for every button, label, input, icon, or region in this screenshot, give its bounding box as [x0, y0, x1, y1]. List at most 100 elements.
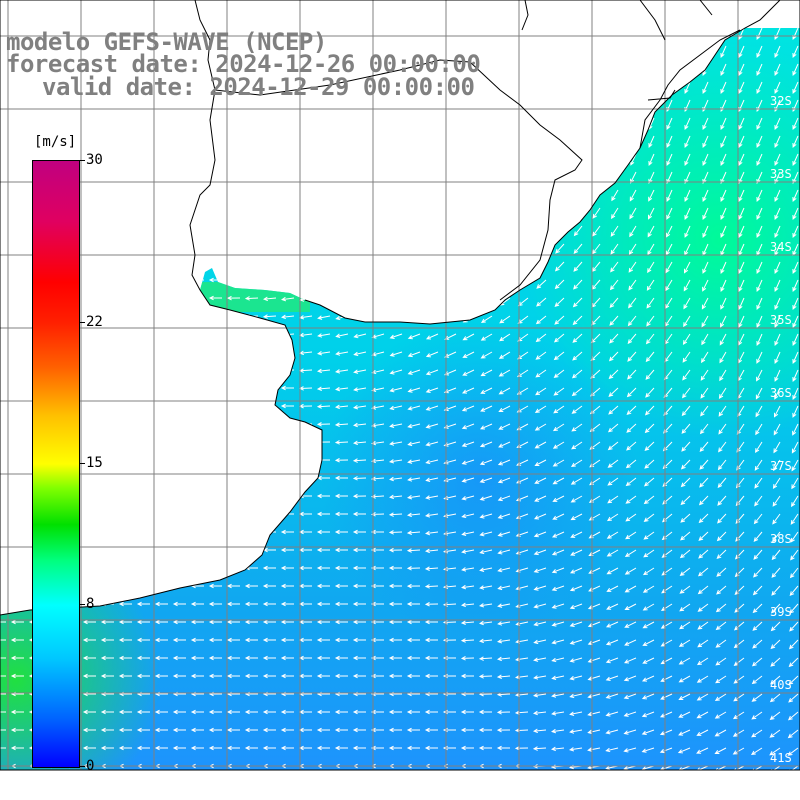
wind-arrow: [518, 261, 529, 271]
wind-arrow: [371, 440, 385, 446]
wind-arrow: [481, 261, 493, 270]
wind-arrow: [630, 153, 637, 166]
wind-arrow: [624, 639, 637, 646]
wind-arrow: [317, 189, 331, 196]
wind-arrow: [266, 10, 277, 16]
wind-arrow: [136, 745, 150, 751]
wind-arrow: [646, 315, 655, 327]
wind-arrow: [496, 727, 511, 733]
wind-arrow: [118, 223, 132, 229]
wind-arrow: [154, 493, 168, 499]
wind-arrow: [0, 709, 6, 715]
wind-arrow: [460, 745, 474, 751]
wind-arrow: [592, 207, 601, 219]
wind-arrow: [118, 403, 132, 409]
wind-arrow: [190, 367, 204, 373]
wind-arrow: [302, 10, 312, 17]
colorbar-tick: [79, 604, 85, 606]
wind-arrow: [594, 45, 601, 59]
wind-arrow: [280, 619, 294, 625]
wind-arrow: [336, 153, 349, 160]
wind-arrow: [519, 171, 529, 182]
wind-arrow: [571, 387, 583, 397]
wind-arrow: [443, 387, 457, 394]
wind-arrow: [172, 547, 186, 553]
wind-arrow: [461, 567, 475, 572]
wind-arrow: [623, 711, 637, 717]
wind-arrow: [334, 655, 348, 661]
wind-arrow: [388, 512, 403, 517]
wind-arrow: [82, 655, 96, 661]
wind-arrow: [497, 656, 511, 662]
wind-arrow: [408, 297, 421, 304]
wind-arrow: [496, 674, 511, 679]
wind-arrow: [412, 10, 420, 19]
wind-arrow: [0, 493, 6, 499]
wind-arrow: [262, 403, 276, 409]
wind-arrow: [406, 673, 420, 679]
wind-arrow: [774, 225, 781, 239]
wind-arrow: [118, 205, 132, 211]
wind-arrow: [642, 621, 655, 629]
wind-arrow: [792, 369, 799, 383]
wind-arrow: [626, 423, 637, 433]
wind-arrow: [627, 315, 637, 327]
wind-arrow: [154, 169, 169, 175]
wind-arrow: [697, 603, 709, 612]
wind-arrow: [172, 565, 186, 571]
wind-arrow: [698, 513, 709, 524]
wind-arrow: [624, 603, 637, 610]
wind-arrow: [370, 673, 384, 679]
wind-arrow: [593, 171, 601, 184]
wind-arrow: [534, 423, 547, 431]
wind-arrow: [479, 638, 493, 644]
wind-arrow: [497, 513, 511, 519]
wind-arrow: [317, 315, 331, 320]
wind-arrow: [791, 459, 799, 472]
wind-arrow: [756, 351, 763, 364]
wind-arrow: [702, 81, 709, 95]
colorbar-tick-label: 15: [86, 455, 103, 471]
wind-arrow: [790, 531, 799, 543]
wind-arrow: [753, 549, 763, 560]
wind-arrow: [479, 441, 493, 448]
wind-arrow: [445, 207, 457, 216]
wind-arrow: [717, 495, 727, 506]
wind-arrow: [281, 296, 295, 302]
wind-arrow: [666, 117, 673, 131]
wind-arrow: [190, 475, 204, 481]
wind-arrow: [317, 171, 331, 178]
wind-arrow: [570, 459, 583, 467]
wind-arrow: [82, 421, 96, 427]
wind-arrow: [425, 441, 439, 447]
wind-arrow: [630, 135, 637, 149]
wind-arrow: [190, 223, 205, 229]
wind-arrow: [424, 619, 438, 625]
wind-arrow: [245, 207, 259, 212]
wind-arrow: [227, 224, 241, 230]
wind-arrow: [660, 621, 673, 629]
wind-arrow: [631, 10, 636, 21]
wind-arrow: [443, 405, 457, 412]
wind-arrow: [558, 63, 565, 76]
wind-arrow: [774, 369, 781, 382]
wind-arrow: [208, 421, 222, 427]
lat-lon-grid: [0, 0, 800, 770]
wind-arrow: [541, 10, 546, 21]
wind-arrow: [533, 621, 547, 627]
wind-arrow: [352, 601, 366, 607]
wind-arrow: [587, 621, 601, 628]
wind-arrow: [281, 135, 295, 142]
wind-arrow: [10, 493, 24, 499]
wind-arrow: [496, 745, 510, 751]
wind-arrow: [698, 549, 709, 559]
wind-arrow: [335, 261, 349, 267]
wind-arrow: [702, 261, 709, 274]
wind-arrow: [64, 115, 78, 121]
wind-arrow: [426, 315, 439, 322]
wind-arrow: [118, 529, 132, 535]
wind-arrow: [317, 297, 331, 303]
wind-arrow: [352, 583, 366, 589]
wind-arrow: [136, 205, 150, 211]
wind-arrow: [299, 207, 313, 213]
